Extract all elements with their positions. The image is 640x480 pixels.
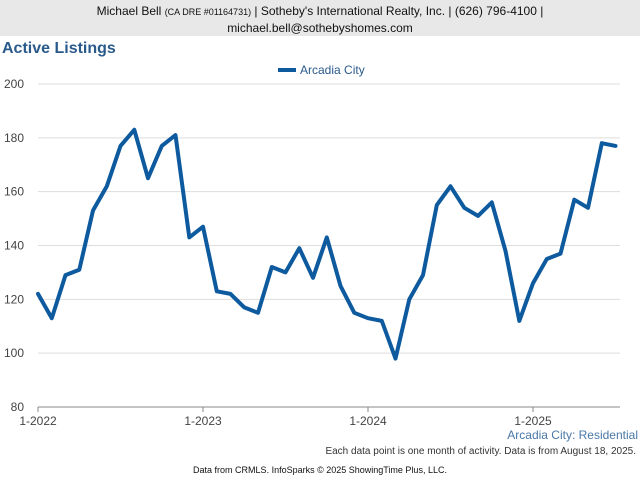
y-tick-label: 100 [4,346,24,360]
data-note: Each data point is one month of activity… [325,446,636,457]
y-tick-label: 200 [4,77,24,91]
agent-name: Michael Bell [96,4,162,18]
y-tick-label: 80 [11,400,25,414]
series-line-arcadia-city [36,127,618,361]
agent-header: Michael Bell (CA DRE #01164731) | Sotheb… [0,0,640,36]
agent-company-phone: | Sotheby's International Realty, Inc. |… [254,4,544,18]
series-caption: Arcadia City: Residential [507,428,638,442]
chart-title: Active Listings [2,40,116,57]
agent-email: michael.bell@sothebyshomes.com [227,21,413,35]
y-tick-label: 180 [4,131,24,145]
y-tick-label: 120 [4,292,24,306]
y-tick-label: 140 [4,239,24,253]
y-tick-label: 160 [4,185,24,199]
x-tick-label: 1-2024 [349,414,387,428]
source-note: Data from CRMLS. InfoSparks © 2025 Showi… [193,465,447,475]
x-tick-label: 1-2023 [184,414,222,428]
legend-label: Arcadia City [300,63,365,77]
agent-license: (CA DRE #01164731) [164,7,252,17]
x-tick-label: 1-2022 [19,414,57,428]
agent-header-line-1: Michael Bell (CA DRE #01164731) | Sotheb… [0,3,640,20]
x-tick-label: 1-2025 [514,414,552,428]
